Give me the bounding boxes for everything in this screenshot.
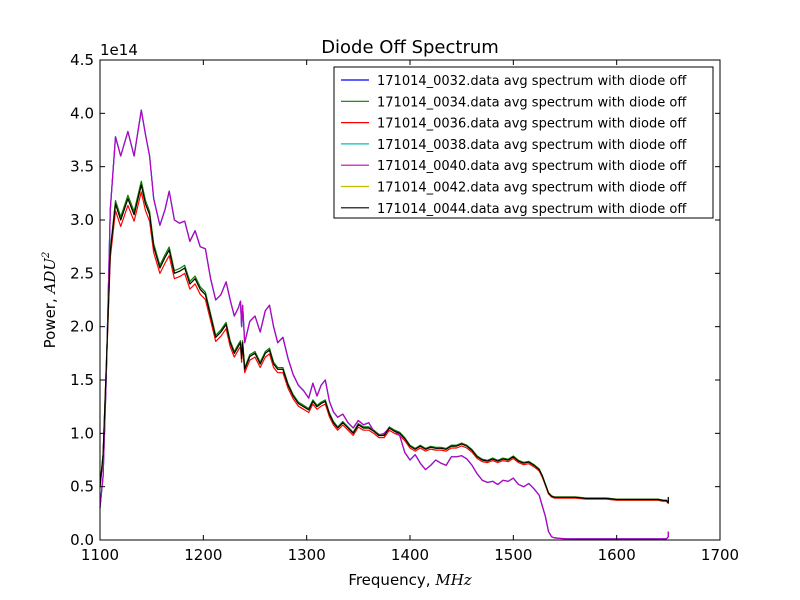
legend-label-1: 171014_0032.data avg spectrum with diode… [377, 74, 687, 89]
y-tick-label: 4.5 [70, 51, 94, 69]
y-tick-label: 0.0 [70, 531, 94, 549]
y-tick-label: 0.5 [70, 478, 94, 496]
y-tick-label: 4.0 [70, 104, 94, 122]
legend-label-3: 171014_0036.data avg spectrum with diode… [377, 117, 687, 132]
y-offset-label: 1e14 [100, 41, 138, 59]
ticks-layer: 1100 1200 1300 1400 1500 1600 1700 0.0 0.5 1.0 1.5… [70, 51, 739, 564]
x-axis-label-unit: MHz [434, 571, 471, 589]
legend-label-7: 171014_0044.data avg spectrum with diode… [377, 202, 687, 217]
x-tick-label: 1500 [494, 546, 532, 564]
x-tick-label: 1300 [288, 546, 326, 564]
x-tick-label: 1400 [391, 546, 429, 564]
plot-frame [99, 59, 721, 541]
series-layer [99, 109, 669, 540]
y-tick-label: 1.5 [70, 371, 94, 389]
legend-label-2: 171014_0034.data avg spectrum with diode… [377, 95, 687, 110]
y-axis-label: Power, ADU2 [41, 252, 59, 349]
legend: 171014_0032.data avg spectrum with diode… [333, 66, 714, 219]
chart-title: Diode Off Spectrum [321, 37, 499, 58]
x-tick-label: 1200 [184, 546, 222, 564]
x-tick-label: 1600 [598, 546, 636, 564]
x-axis-label-text: Frequency, [348, 571, 435, 589]
y-tick-label: 2.0 [70, 318, 94, 336]
y-tick-label: 2.5 [70, 264, 94, 282]
legend-frame [333, 66, 714, 219]
y-tick-label: 3.0 [70, 211, 94, 229]
y-tick-label: 3.5 [70, 158, 94, 176]
legend-label-4: 171014_0038.data avg spectrum with diode… [377, 138, 687, 153]
x-axis-label: Frequency, MHz [348, 571, 471, 589]
y-axis-label-unit-exponent: 2 [41, 252, 52, 259]
x-tick-label: 1700 [701, 546, 739, 564]
series-line-7 [99, 184, 669, 504]
y-axis-label-text: Power, [41, 294, 59, 349]
y-tick-label: 1.0 [70, 424, 94, 442]
legend-label-5: 171014_0040.data avg spectrum with diode… [377, 159, 687, 174]
y-axis-label-unit: ADU [41, 257, 59, 296]
series-line-5 [99, 109, 669, 540]
x-tick-label: 1100 [81, 546, 119, 564]
legend-label-6: 171014_0042.data avg spectrum with diode… [377, 181, 687, 196]
